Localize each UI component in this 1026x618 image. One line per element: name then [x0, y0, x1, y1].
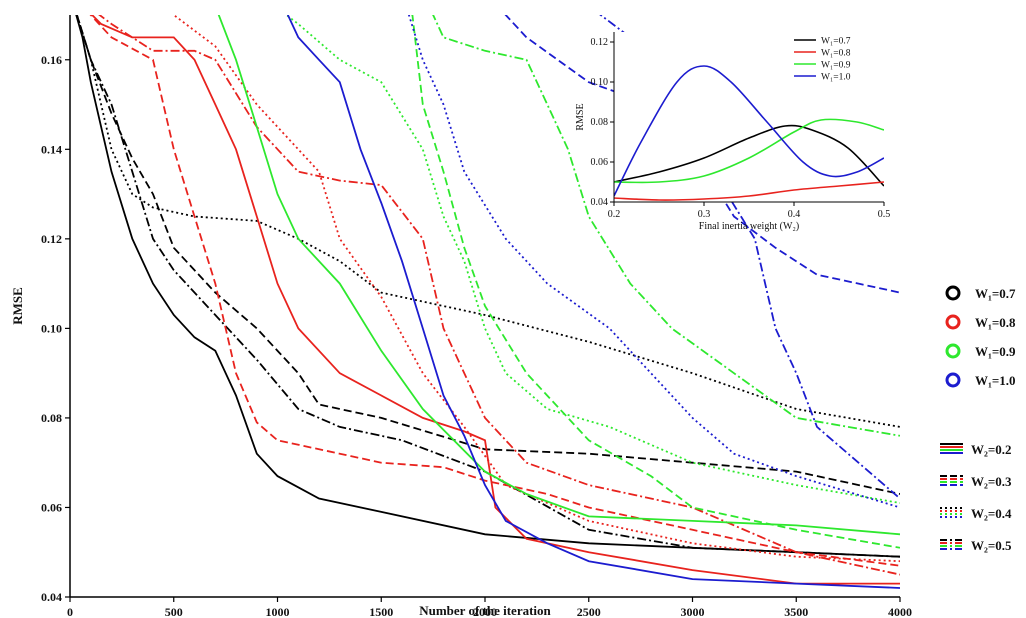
legend-w1-marker	[945, 285, 961, 301]
x-tick-label: 3500	[784, 605, 808, 618]
y-tick-label: 0.06	[41, 500, 62, 514]
y-tick-label: 0.04	[41, 590, 62, 604]
series-line-w1-0.7-w2-0.5	[75, 15, 900, 558]
main-plot: 0 500 1000 1500 2000 2500 3000 3500 4000 0.04 0.06…	[10, 15, 912, 618]
y-tick-label: 0.08	[41, 411, 62, 425]
inset-y-tick-label: 0.06	[591, 157, 609, 168]
inset-chart: 0.2 0.3 0.4 0.5 0.04 0.06 0.08 0.10 0.12 Final in…	[575, 32, 890, 232]
series-line-w1-0.8-w2-0.3	[89, 15, 900, 567]
inset-series-line	[614, 124, 884, 187]
legend-w1-label: W₁=0.7	[975, 286, 1016, 301]
x-tick-label: 1000	[266, 605, 290, 618]
series-line-w1-1.0-w2-0.4	[407, 15, 900, 509]
inset-legend-label: W₁=0.9	[821, 61, 851, 71]
y-tick-label: 0.16	[41, 53, 62, 67]
inset-series-line	[614, 181, 884, 201]
inset-y-tick-label: 0.08	[591, 117, 609, 128]
series-line-w1-0.7-w2-0.3	[75, 15, 900, 495]
x-tick-label: 3000	[681, 605, 705, 618]
x-tick-label: 1500	[369, 605, 393, 618]
x-tick-label: 500	[165, 605, 183, 618]
legend-w2-label: W₂=0.3	[971, 474, 1012, 489]
legend-w1-marker	[945, 343, 961, 359]
inset-y-tick-label: 0.12	[591, 37, 609, 48]
inset-x-axis-title: Final inertia weight (W₂)	[699, 221, 799, 232]
inset-y-tick-label: 0.04	[591, 197, 609, 208]
legend-w1-label: W₁=1.0	[975, 373, 1016, 388]
inset-x-tick-label: 0.2	[608, 209, 621, 220]
x-tick-label: 0	[67, 605, 73, 618]
legend-w2-label: W₂=0.5	[971, 538, 1012, 553]
x-tick-label: 4000	[888, 605, 912, 618]
series-line-w1-1.0-w2-0.5	[599, 15, 900, 500]
inset-legend: W₁=0.7 W₁=0.8 W₁=0.9 W₁=1.0	[794, 37, 851, 83]
series-line-w1-0.9-w2-0.5	[432, 15, 900, 437]
series-line-w1-0.7-w2-0.2	[75, 15, 900, 558]
y-tick-label: 0.12	[41, 232, 62, 246]
inset-series-line	[614, 118, 884, 184]
inset-x-tick-label: 0.4	[788, 209, 801, 220]
inset-x-tick-label: 0.5	[878, 209, 891, 220]
y-tick-label: 0.10	[41, 321, 62, 335]
legend-w1-marker	[945, 372, 961, 388]
x-tick-label: 2000	[473, 605, 497, 618]
inset-y-axis-title: RMSE	[575, 103, 586, 130]
legend-w2-label: W₂=0.4	[971, 506, 1012, 521]
legend-w1-label: W₁=0.8	[975, 315, 1016, 330]
x-axis-title: Number of the iteration	[419, 603, 551, 618]
y-tick-label: 0.14	[41, 142, 62, 156]
inset-legend-label: W₁=0.8	[821, 49, 851, 59]
legend-w1-label: W₁=0.9	[975, 344, 1016, 359]
inset-series-line	[614, 65, 884, 197]
inset-x-tick-label: 0.3	[698, 209, 711, 220]
series-line-w1-1.0-w2-0.2	[286, 15, 900, 589]
legend: W₁=0.7 W₁=0.8 W₁=0.9 W₁=1.0 W₂=0.2 W₂=0.3 W₂=0…	[940, 285, 1016, 553]
legend-w1-marker	[945, 314, 961, 330]
inset-legend-label: W₁=0.7	[821, 37, 851, 47]
legend-w2-label: W₂=0.2	[971, 442, 1012, 457]
x-tick-label: 2500	[577, 605, 601, 618]
inset-legend-label: W₁=1.0	[821, 73, 851, 83]
series-line-w1-0.8-w2-0.2	[90, 15, 900, 585]
series-line-w1-0.9-w2-0.2	[217, 15, 900, 536]
y-axis-title: RMSE	[10, 287, 25, 325]
inset-y-tick-label: 0.10	[591, 77, 609, 88]
